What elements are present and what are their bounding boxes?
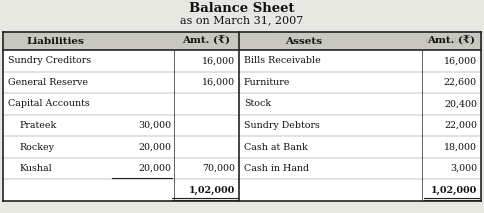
Text: 20,000: 20,000 <box>138 142 171 152</box>
Text: Rockey: Rockey <box>20 142 55 152</box>
Bar <box>239 32 481 50</box>
Text: Particulars: Particulars <box>425 37 471 45</box>
Text: Cash in Hand: Cash in Hand <box>244 164 309 173</box>
Text: Sundry Creditors: Sundry Creditors <box>8 56 91 65</box>
Text: 22,600: 22,600 <box>444 78 477 87</box>
Text: 70,000: 70,000 <box>202 164 235 173</box>
Text: 22,000: 22,000 <box>444 121 477 130</box>
Text: Capital Accounts: Capital Accounts <box>8 99 90 108</box>
Bar <box>3 32 239 50</box>
Text: Assets: Assets <box>286 36 322 46</box>
Text: 20,000: 20,000 <box>138 164 171 173</box>
Text: 18,000: 18,000 <box>444 142 477 152</box>
Text: Amt. (₹): Amt. (₹) <box>427 36 475 46</box>
Text: 1,02,000: 1,02,000 <box>189 186 235 195</box>
Text: 3,000: 3,000 <box>450 164 477 173</box>
Text: Stock: Stock <box>244 99 271 108</box>
Text: 16,000: 16,000 <box>202 78 235 87</box>
Text: as on March 31, 2007: as on March 31, 2007 <box>181 15 303 25</box>
Text: 1,02,000: 1,02,000 <box>431 186 477 195</box>
Text: Bills Receivable: Bills Receivable <box>244 56 321 65</box>
Text: Kushal: Kushal <box>20 164 53 173</box>
Text: Furniture: Furniture <box>244 78 290 87</box>
Text: Liabilities: Liabilities <box>26 36 84 46</box>
Text: Amt. (₹): Amt. (₹) <box>182 36 230 46</box>
Text: Sundry Debtors: Sundry Debtors <box>244 121 320 130</box>
Text: 16,000: 16,000 <box>202 56 235 65</box>
Text: General Reserve: General Reserve <box>8 78 88 87</box>
Text: Balance Sheet: Balance Sheet <box>189 2 295 15</box>
Text: 16,000: 16,000 <box>444 56 477 65</box>
Bar <box>3 32 481 201</box>
Text: 20,400: 20,400 <box>444 99 477 108</box>
Text: Cash at Bank: Cash at Bank <box>244 142 308 152</box>
Text: Prateek: Prateek <box>20 121 57 130</box>
Text: 30,000: 30,000 <box>138 121 171 130</box>
